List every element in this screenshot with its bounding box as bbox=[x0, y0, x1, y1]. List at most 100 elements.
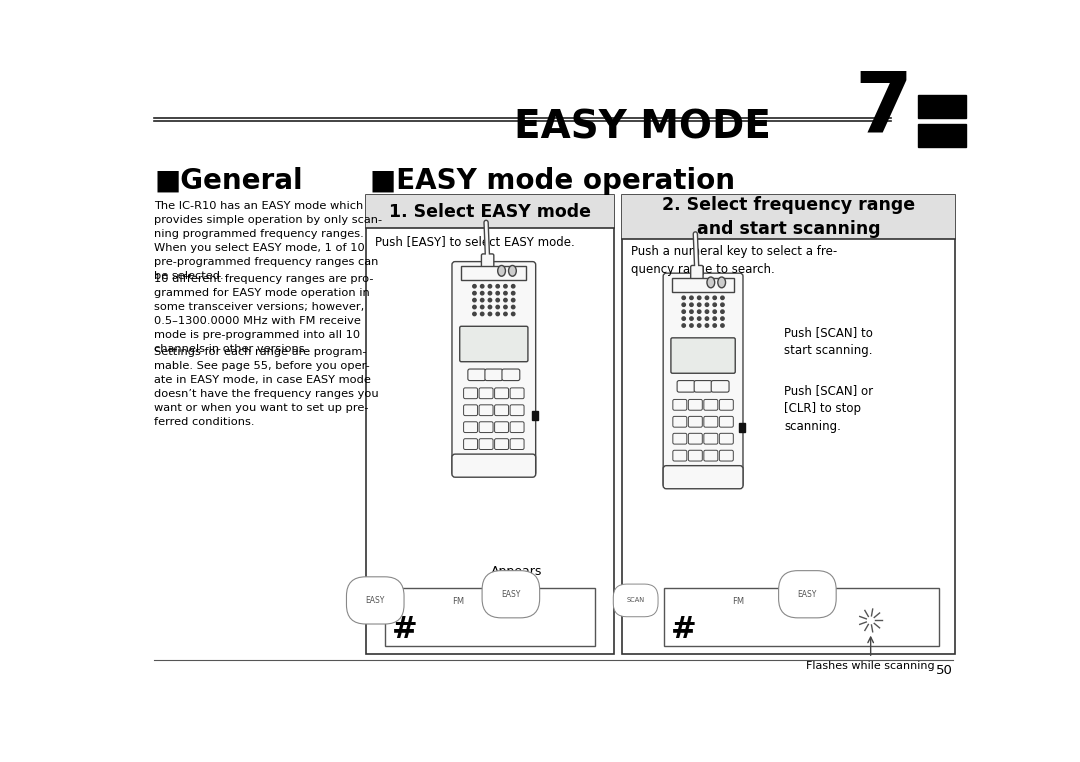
FancyBboxPatch shape bbox=[663, 273, 743, 487]
FancyBboxPatch shape bbox=[460, 326, 528, 362]
Bar bbox=[673, 278, 733, 292]
FancyBboxPatch shape bbox=[673, 416, 687, 427]
Circle shape bbox=[681, 317, 686, 320]
Circle shape bbox=[512, 299, 515, 302]
Circle shape bbox=[473, 306, 476, 309]
Circle shape bbox=[720, 303, 725, 306]
Text: ■General: ■General bbox=[154, 167, 303, 195]
Text: Push [SCAN] to
start scanning.: Push [SCAN] to start scanning. bbox=[784, 326, 874, 357]
Circle shape bbox=[705, 317, 708, 320]
FancyBboxPatch shape bbox=[482, 254, 494, 267]
FancyBboxPatch shape bbox=[463, 405, 477, 415]
Text: Push a numeral key to select a fre-
quency range to search.: Push a numeral key to select a fre- quen… bbox=[631, 245, 837, 277]
Circle shape bbox=[681, 296, 686, 299]
Circle shape bbox=[690, 303, 693, 306]
Circle shape bbox=[705, 310, 708, 313]
Bar bbox=[622, 195, 955, 239]
FancyBboxPatch shape bbox=[451, 261, 536, 475]
Text: FM: FM bbox=[732, 597, 745, 607]
FancyBboxPatch shape bbox=[463, 422, 477, 433]
Bar bbox=[366, 195, 613, 228]
Circle shape bbox=[713, 310, 716, 313]
Text: Appears: Appears bbox=[491, 565, 543, 578]
Circle shape bbox=[720, 324, 725, 327]
Circle shape bbox=[720, 317, 725, 320]
FancyBboxPatch shape bbox=[673, 399, 687, 410]
Circle shape bbox=[496, 292, 499, 295]
FancyBboxPatch shape bbox=[451, 454, 536, 477]
Bar bbox=[366, 195, 613, 654]
Bar bbox=[461, 266, 526, 280]
Circle shape bbox=[713, 324, 716, 327]
Circle shape bbox=[720, 296, 725, 299]
FancyBboxPatch shape bbox=[712, 380, 729, 392]
Circle shape bbox=[512, 312, 515, 315]
Bar bbox=[918, 94, 966, 117]
Bar bbox=[739, 423, 745, 432]
Circle shape bbox=[690, 324, 693, 327]
Ellipse shape bbox=[718, 277, 726, 288]
FancyBboxPatch shape bbox=[673, 434, 687, 444]
FancyBboxPatch shape bbox=[510, 388, 524, 399]
Circle shape bbox=[503, 312, 508, 315]
FancyBboxPatch shape bbox=[485, 369, 502, 380]
Circle shape bbox=[698, 324, 701, 327]
FancyBboxPatch shape bbox=[502, 369, 519, 380]
Circle shape bbox=[690, 317, 693, 320]
FancyBboxPatch shape bbox=[677, 380, 694, 392]
Ellipse shape bbox=[509, 265, 516, 277]
Circle shape bbox=[512, 306, 515, 309]
FancyBboxPatch shape bbox=[510, 422, 524, 433]
FancyBboxPatch shape bbox=[495, 422, 509, 433]
Circle shape bbox=[698, 296, 701, 299]
Circle shape bbox=[503, 306, 508, 309]
Text: EASY MODE: EASY MODE bbox=[514, 109, 770, 147]
Text: EASY: EASY bbox=[501, 590, 521, 599]
Circle shape bbox=[698, 303, 701, 306]
FancyBboxPatch shape bbox=[463, 439, 477, 450]
Bar bbox=[622, 195, 955, 654]
FancyBboxPatch shape bbox=[704, 416, 718, 427]
Circle shape bbox=[705, 324, 708, 327]
Circle shape bbox=[473, 312, 476, 315]
FancyBboxPatch shape bbox=[688, 416, 702, 427]
Text: EASY: EASY bbox=[365, 596, 384, 605]
Circle shape bbox=[503, 284, 508, 288]
FancyBboxPatch shape bbox=[688, 434, 702, 444]
FancyBboxPatch shape bbox=[663, 466, 743, 488]
Circle shape bbox=[481, 306, 484, 309]
Circle shape bbox=[681, 324, 686, 327]
FancyBboxPatch shape bbox=[719, 450, 733, 461]
Circle shape bbox=[713, 296, 716, 299]
FancyBboxPatch shape bbox=[495, 439, 509, 450]
Bar bbox=[664, 588, 940, 646]
Circle shape bbox=[481, 292, 484, 295]
Circle shape bbox=[690, 310, 693, 313]
Bar bbox=[386, 588, 595, 646]
FancyBboxPatch shape bbox=[463, 388, 477, 399]
Text: 1. Select EASY mode: 1. Select EASY mode bbox=[389, 203, 591, 220]
Text: 2. Select frequency range
and start scanning: 2. Select frequency range and start scan… bbox=[662, 196, 915, 238]
Circle shape bbox=[488, 284, 491, 288]
Text: Push [SCAN] or
[CLR] to stop
scanning.: Push [SCAN] or [CLR] to stop scanning. bbox=[784, 384, 874, 433]
Circle shape bbox=[512, 284, 515, 288]
Text: 7: 7 bbox=[854, 68, 913, 149]
Circle shape bbox=[481, 299, 484, 302]
Text: SCAN: SCAN bbox=[626, 597, 645, 604]
Text: 50: 50 bbox=[935, 664, 953, 677]
Circle shape bbox=[496, 312, 499, 315]
FancyBboxPatch shape bbox=[468, 369, 486, 380]
Circle shape bbox=[488, 292, 491, 295]
Circle shape bbox=[488, 306, 491, 309]
FancyBboxPatch shape bbox=[719, 434, 733, 444]
FancyBboxPatch shape bbox=[688, 399, 702, 410]
FancyBboxPatch shape bbox=[480, 388, 494, 399]
FancyBboxPatch shape bbox=[510, 405, 524, 415]
FancyBboxPatch shape bbox=[691, 265, 703, 280]
Text: ■EASY mode operation: ■EASY mode operation bbox=[369, 167, 734, 195]
FancyBboxPatch shape bbox=[688, 450, 702, 461]
Text: FM: FM bbox=[453, 597, 464, 607]
Circle shape bbox=[503, 299, 508, 302]
FancyBboxPatch shape bbox=[480, 422, 494, 433]
Circle shape bbox=[681, 303, 686, 306]
